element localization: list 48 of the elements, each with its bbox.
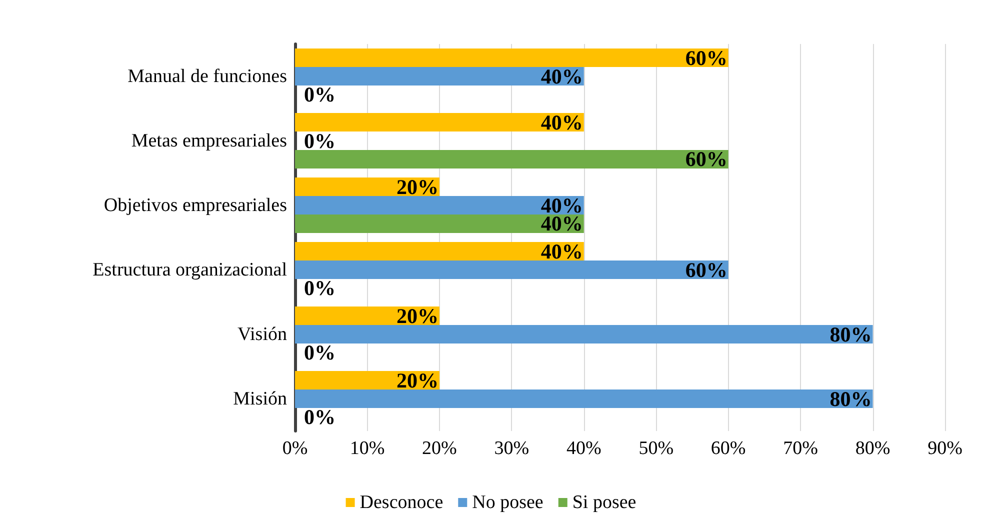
data-label: 0% [304,276,336,300]
data-label: 0% [304,82,336,107]
bar [295,67,584,86]
legend-label: Desconoce [360,492,444,513]
data-label: 0% [304,340,336,365]
data-label: 0% [304,405,336,430]
y-tick-label: Misión [233,388,288,410]
y-tick-label: Estructura organizacional [92,259,287,280]
data-label: 60% [685,46,728,70]
bar [295,242,584,261]
data-label: 60% [685,258,728,282]
x-tick-label: 60% [710,438,746,459]
data-label: 40% [540,64,583,88]
legend-label: No posee [472,492,544,513]
x-tick-label: 70% [783,438,818,459]
bar [295,150,728,168]
data-label: 20% [396,304,438,328]
y-tick-label: Objetivos empresariales [104,194,287,216]
data-label: 80% [830,322,872,346]
bar [295,113,584,132]
bar [295,196,584,214]
x-tick-label: 40% [566,438,602,459]
x-tick-label: 90% [928,438,963,459]
bar [295,306,440,326]
data-label: 20% [396,368,438,392]
y-tick-label: Manual de funciones [128,66,287,87]
data-label: 40% [540,110,583,134]
bar [295,260,728,279]
data-label: 20% [396,174,438,199]
x-tick-label: 50% [638,438,674,459]
x-tick-label: 0% [282,438,308,459]
x-tick-label: 20% [422,438,458,459]
y-tick-label: Visión [237,324,288,345]
bar [295,48,728,68]
legend-label: Si posee [572,492,636,513]
bar [295,390,873,408]
data-label: 40% [540,239,583,264]
x-tick-label: 10% [350,438,385,459]
y-tick-label: Metas empresariales [131,130,287,152]
x-tick-label: 30% [494,438,530,459]
bar [295,178,440,196]
bar [295,371,440,390]
bar [295,325,873,344]
x-tick-label: 80% [855,438,890,459]
data-label: 80% [830,386,872,411]
data-label: 60% [685,147,728,172]
bar [295,214,584,233]
data-label: 0% [304,128,336,153]
